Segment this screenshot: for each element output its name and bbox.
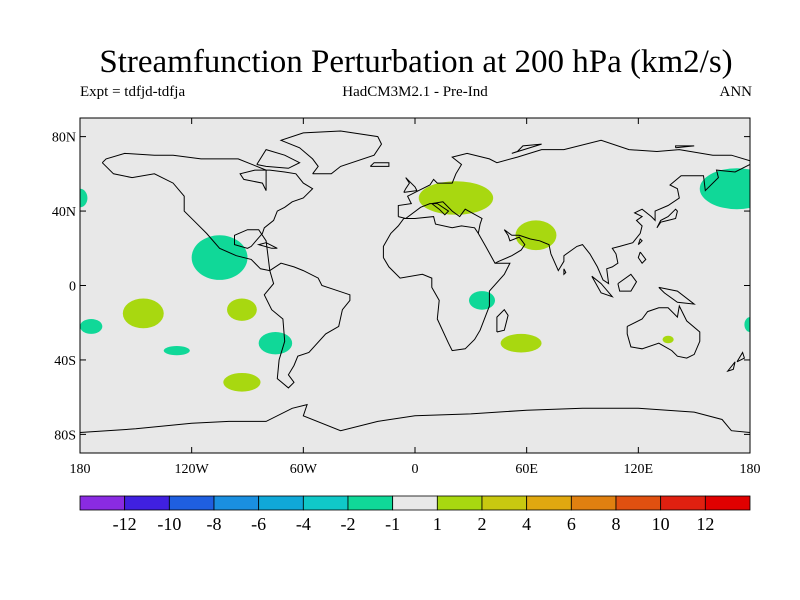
field-anomaly-6 [258, 332, 293, 355]
coastline-4 [398, 201, 483, 234]
colorbar-swatch-2 [168, 495, 215, 511]
coastline-8 [279, 130, 383, 175]
colorbar-swatch-11 [570, 495, 617, 511]
map-background [80, 118, 750, 453]
field-anomaly-2 [122, 298, 164, 329]
x-tick-label: 120W [175, 462, 210, 477]
coastline-21 [563, 268, 567, 276]
colorbar-swatch-10 [526, 495, 572, 511]
colorbar-label: -1 [385, 514, 400, 534]
y-tick-label: 40N [52, 205, 76, 220]
x-axis: 180 120W 60W 0 60E 120E 180 [70, 118, 761, 477]
coastline-16 [369, 162, 390, 167]
coastline-19 [256, 242, 278, 249]
model-label: HadCM3M2.1 - Pre-Ind [342, 84, 488, 100]
coastline-23 [675, 145, 695, 149]
coastline-5 [494, 164, 750, 285]
field-layer [80, 168, 750, 392]
coastline-7 [80, 403, 750, 433]
y-tick-label: 80S [54, 428, 76, 443]
coastline-14 [658, 286, 696, 305]
coastline-17 [736, 351, 746, 363]
coastline-3 [397, 139, 750, 217]
y-tick-label: 40S [54, 354, 76, 369]
field-anomaly-5 [163, 345, 190, 356]
coastline-11 [656, 208, 678, 229]
coastline-15 [256, 149, 301, 169]
coastline-2 [382, 216, 511, 352]
coastline-24 [511, 143, 542, 154]
field-anomaly-4 [80, 319, 103, 334]
colorbar-label: -8 [207, 514, 222, 534]
coastline-layer [80, 130, 750, 433]
colorbar-label: 1 [433, 514, 442, 534]
colorbar-swatch-6 [347, 495, 394, 511]
colorbar-swatch-8 [436, 495, 483, 511]
chart-title: Streamfunction Perturbation at 200 hPa (… [99, 44, 733, 80]
coastline-13 [617, 273, 638, 292]
colorbar-label: 4 [522, 514, 531, 534]
coastline-18 [726, 361, 736, 373]
y-axis: 80N 40N 0 40S 80S [52, 131, 750, 443]
colorbar-label: 2 [478, 514, 487, 534]
colorbar: -12 -10 -8 -6 -4 -2 -1 1 2 4 6 8 10 12 [79, 495, 751, 534]
colorbar-label: -12 [113, 514, 137, 534]
colorbar-swatch-0 [79, 495, 126, 511]
coastline-20 [637, 251, 647, 264]
colorbar-label: 12 [696, 514, 714, 534]
experiment-label: Expt = tdfjd-tdfja [80, 84, 186, 100]
colorbar-swatch-12 [615, 495, 662, 511]
colorbar-label: -2 [341, 514, 356, 534]
coastline-1 [263, 262, 351, 389]
field-anomaly-9 [515, 220, 557, 251]
colorbar-label: 8 [612, 514, 621, 534]
field-anomaly-12 [699, 168, 750, 210]
colorbar-swatch-13 [660, 495, 706, 511]
colorbar-swatch-3 [213, 495, 260, 511]
colorbar-label: 10 [652, 514, 670, 534]
x-tick-label: 60W [290, 462, 318, 477]
field-anomaly-1 [191, 235, 248, 280]
x-tick-label: 0 [412, 462, 419, 477]
coastline-10 [403, 177, 418, 193]
field-anomaly-11 [500, 333, 542, 353]
field-anomaly-13 [662, 335, 674, 344]
period-label: ANN [719, 84, 753, 100]
y-tick-label: 80N [52, 131, 76, 146]
y-tick-label: 0 [69, 280, 76, 295]
colorbar-swatch-7 [392, 495, 438, 511]
colorbar-label: 6 [567, 514, 576, 534]
colorbar-swatch-14 [704, 495, 751, 511]
x-tick-label: 180 [740, 462, 761, 477]
colorbar-swatch-9 [481, 495, 528, 511]
x-tick-label: 180 [70, 462, 91, 477]
colorbar-swatch-5 [302, 495, 349, 511]
field-anomaly-14 [744, 317, 750, 333]
x-tick-label: 60E [515, 462, 538, 477]
colorbar-label: -4 [296, 514, 311, 534]
coastline-6 [626, 304, 701, 359]
field-anomaly-10 [468, 291, 496, 310]
colorbar-swatch-4 [258, 495, 304, 511]
x-tick-label: 120E [624, 462, 654, 477]
field-anomaly-3 [227, 298, 257, 321]
colorbar-label: -6 [251, 514, 266, 534]
field-anomaly-0 [80, 188, 88, 208]
field-anomaly-7 [223, 372, 261, 392]
coastline-9 [496, 308, 509, 333]
coastline-12 [591, 275, 614, 298]
coastline-0 [101, 152, 314, 272]
colorbar-label: -10 [157, 514, 181, 534]
coastline-22 [637, 238, 643, 245]
field-anomaly-8 [418, 181, 494, 215]
colorbar-swatch-1 [124, 495, 170, 511]
